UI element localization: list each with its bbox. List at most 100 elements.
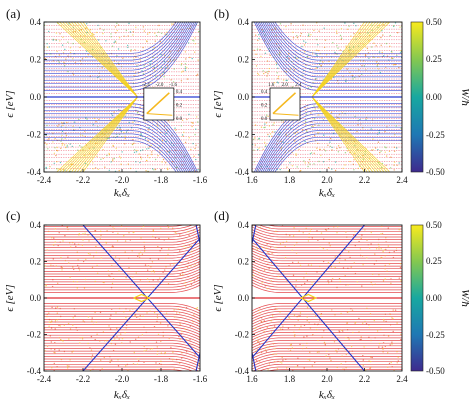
data-point: [75, 327, 77, 329]
data-point: [362, 355, 364, 357]
data-point: [285, 233, 287, 236]
data-point: [109, 356, 111, 358]
data-point: [110, 33, 112, 35]
x-tick-label: -2.4: [37, 175, 52, 185]
data-point: [173, 263, 175, 265]
data-point: [172, 23, 174, 25]
data-point: [151, 153, 153, 156]
data-point: [132, 34, 134, 36]
data-point: [60, 358, 63, 361]
band: [252, 303, 402, 312]
data-point: [58, 324, 60, 327]
data-point: [135, 161, 137, 163]
data-point: [91, 32, 94, 35]
data-point: [139, 59, 141, 61]
data-point: [292, 31, 294, 33]
data-point: [189, 56, 191, 59]
data-point: [322, 161, 325, 163]
band: [252, 361, 402, 370]
data-point: [274, 348, 276, 350]
data-point: [181, 71, 183, 73]
data-point: [79, 134, 82, 136]
data-point: [362, 364, 364, 367]
data-point: [336, 147, 338, 150]
data-point: [87, 252, 90, 255]
data-point: [185, 285, 187, 287]
data-point: [112, 246, 114, 248]
data-point: [108, 169, 111, 171]
data-point: [385, 147, 387, 149]
gapped-band: [255, 106, 402, 172]
y-tick-label: 0.0: [30, 92, 42, 102]
data-point: [84, 232, 86, 234]
data-point: [254, 144, 256, 146]
data-point: [67, 322, 70, 325]
data-point: [46, 143, 48, 146]
data-point: [398, 66, 400, 69]
data-point: [140, 228, 143, 230]
data-point: [352, 331, 354, 334]
data-point: [171, 23, 173, 25]
data-point: [47, 148, 49, 150]
data-point: [93, 255, 95, 257]
data-point: [279, 243, 282, 245]
data-point: [265, 247, 268, 249]
band: [252, 247, 402, 256]
data-point: [345, 337, 347, 339]
band: [44, 366, 194, 371]
data-point: [384, 130, 386, 133]
data-point: [165, 257, 167, 259]
data-point: [274, 131, 276, 133]
data-point: [369, 247, 371, 249]
gapped-band: [253, 103, 402, 172]
data-point: [264, 349, 267, 351]
data-point: [340, 28, 343, 30]
data-point: [125, 29, 128, 32]
data-point: [260, 317, 263, 319]
band: [252, 255, 402, 264]
data-point: [373, 42, 375, 44]
band: [252, 321, 402, 330]
data-point: [118, 258, 121, 260]
data-point: [303, 336, 305, 338]
data-point: [377, 243, 380, 246]
data-point: [151, 168, 154, 170]
data-point: [114, 338, 116, 340]
data-point: [353, 169, 355, 171]
data-point: [89, 347, 91, 349]
data-point: [60, 122, 63, 124]
data-point: [398, 277, 400, 279]
data-point: [150, 144, 152, 147]
data-point: [296, 35, 298, 37]
data-point: [347, 336, 349, 339]
data-point: [392, 64, 395, 66]
data-point: [143, 30, 146, 32]
data-point: [259, 342, 261, 345]
data-point: [306, 279, 309, 282]
data-point: [316, 38, 318, 41]
data-point: [109, 317, 111, 320]
data-point: [155, 362, 157, 364]
data-point: [87, 54, 90, 56]
data-point: [308, 236, 310, 239]
data-point: [163, 239, 165, 241]
data-point: [197, 59, 199, 61]
data-point: [287, 327, 290, 329]
data-point: [340, 38, 342, 41]
data-point: [349, 71, 351, 74]
data-point: [382, 250, 384, 253]
data-point: [187, 231, 189, 233]
data-point: [318, 160, 320, 163]
data-point: [159, 41, 162, 43]
data-point: [192, 321, 194, 323]
data-point: [61, 130, 64, 133]
data-point: [304, 51, 306, 53]
band: [252, 263, 402, 272]
edge-state: [311, 96, 391, 172]
data-point: [59, 33, 61, 35]
data-point: [304, 162, 306, 164]
data-point: [112, 160, 114, 162]
data-point: [277, 77, 279, 80]
y-axis-label: ϵ [eV]: [4, 284, 16, 311]
data-point: [69, 328, 72, 330]
